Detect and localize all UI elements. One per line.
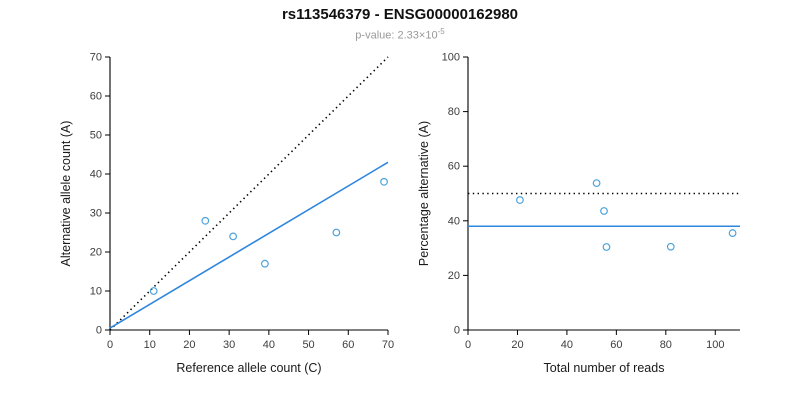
- y-tick-label: 20: [90, 246, 102, 258]
- data-point: [602, 242, 611, 251]
- data-point: [260, 259, 269, 268]
- y-tick-label: 100: [442, 51, 460, 63]
- y-tick-label: 60: [448, 160, 460, 172]
- plot-title: rs113546379 - ENSG00000162980: [281, 6, 519, 23]
- y-tick-label: 30: [90, 207, 102, 219]
- y-axis-label: Percentage alternative (A): [417, 121, 431, 266]
- y-tick-label: 50: [90, 129, 102, 141]
- y-tick-label: 80: [448, 106, 460, 118]
- data-point: [516, 195, 524, 204]
- data-point: [229, 232, 238, 240]
- y-tick-label: 70: [90, 51, 102, 63]
- x-tick-label: 50: [302, 339, 314, 351]
- right-plot: 0 20 40 60 80 100 0 20 40 60 80 100 Total number of …: [417, 51, 740, 375]
- x-tick-label: 30: [223, 339, 235, 351]
- x-tick-label: 20: [511, 339, 523, 351]
- y-tick-label: 40: [90, 168, 102, 180]
- x-tick-label: 40: [263, 339, 275, 351]
- x-tick-label: 80: [660, 339, 672, 351]
- left-plot: 0 10 20 30 40 50 60 70 0 10 20 30 40 50 60 70 Reference …: [59, 51, 394, 375]
- data-point: [149, 286, 158, 295]
- x-tick-label: 70: [382, 339, 394, 351]
- scatter-plots: 0 10 20 30 40 50 60 70 0 10 20 30 40 50 60 70 Reference …: [59, 51, 740, 375]
- x-tick-label: 40: [561, 339, 573, 351]
- figure-header: rs113546379 - ENSG00000162980 p-value: 2…: [0, 0, 800, 44]
- data-point: [592, 178, 601, 187]
- x-axis-label: Reference allele count (C): [176, 361, 321, 375]
- y-tick-label: 0: [96, 324, 102, 336]
- y-tick-label: 40: [448, 215, 460, 227]
- pvalue-exponent: -5: [437, 27, 445, 36]
- x-tick-label: 60: [342, 339, 354, 351]
- y-tick-label: 20: [448, 270, 460, 282]
- x-tick-label: 0: [465, 339, 471, 351]
- pvalue-text: p-value: 2.33×10: [355, 29, 438, 42]
- y-axis-label: Alternative allele count (A): [59, 120, 73, 266]
- y-tick-label: 60: [90, 90, 102, 102]
- data-point: [728, 228, 737, 237]
- x-tick-label: 100: [706, 339, 724, 351]
- data-point: [666, 242, 675, 251]
- x-tick-label: 0: [107, 339, 113, 351]
- x-tick-label: 20: [183, 339, 195, 351]
- data-point: [380, 177, 388, 186]
- regression-line: [109, 161, 389, 329]
- y-tick-label: 0: [454, 324, 460, 336]
- x-tick-label: 60: [610, 339, 622, 351]
- x-axis-label: Total number of reads: [544, 361, 665, 375]
- x-tick-label: 10: [144, 339, 156, 351]
- plot-subtitle: p-value: 2.33×10-5: [0, 24, 800, 44]
- y-tick-label: 10: [90, 285, 102, 297]
- data-point: [332, 228, 341, 237]
- data-point: [600, 206, 608, 215]
- data-point: [201, 216, 210, 225]
